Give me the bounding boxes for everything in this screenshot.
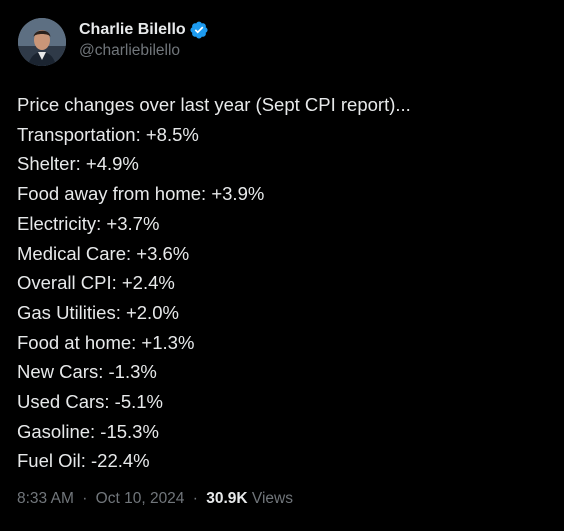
tweet-line: Used Cars: -5.1% [17,391,163,413]
tweet-line: Gas Utilities: +2.0% [17,301,179,323]
tweet-date[interactable]: Oct 10, 2024 [95,490,185,507]
tweet-line: Overall CPI: +2.4% [17,272,175,294]
tweet-line: Food at home: +1.3% [17,331,195,353]
tweet-header: Charlie Bilello @charliebilello [16,16,548,68]
tweet-line: Electricity: +3.7% [17,212,160,234]
author-names: Charlie Bilello @charliebilello [79,19,209,61]
name-row: Charlie Bilello [79,19,209,41]
tweet-text: Price changes over last year (Sept CPI r… [16,90,548,476]
verified-badge-icon [189,20,209,40]
tweet-line: Fuel Oil: -22.4% [17,450,150,472]
display-name[interactable]: Charlie Bilello [79,21,186,38]
tweet-time[interactable]: 8:33 AM [17,490,74,507]
tweet-line: Food away from home: +3.9% [17,183,265,205]
tweet-line: Transportation: +8.5% [17,123,199,145]
tweet-line: New Cars: -1.3% [17,361,157,383]
meta-separator: · [192,490,198,507]
tweet-line: Shelter: +4.9% [17,153,139,175]
views-label: Views [251,490,293,507]
tweet-meta: 8:33 AM · Oct 10, 2024 · 30.9K Views [17,489,293,509]
views-count: 30.9K [206,490,248,507]
tweet-line: Gasoline: -15.3% [17,420,159,442]
avatar[interactable] [18,18,66,66]
author-handle[interactable]: @charliebilello [79,42,181,59]
tweet-line: Medical Care: +3.6% [17,242,190,264]
meta-separator: · [82,490,88,507]
tweet-line-intro: Price changes over last year (Sept CPI r… [17,94,411,115]
